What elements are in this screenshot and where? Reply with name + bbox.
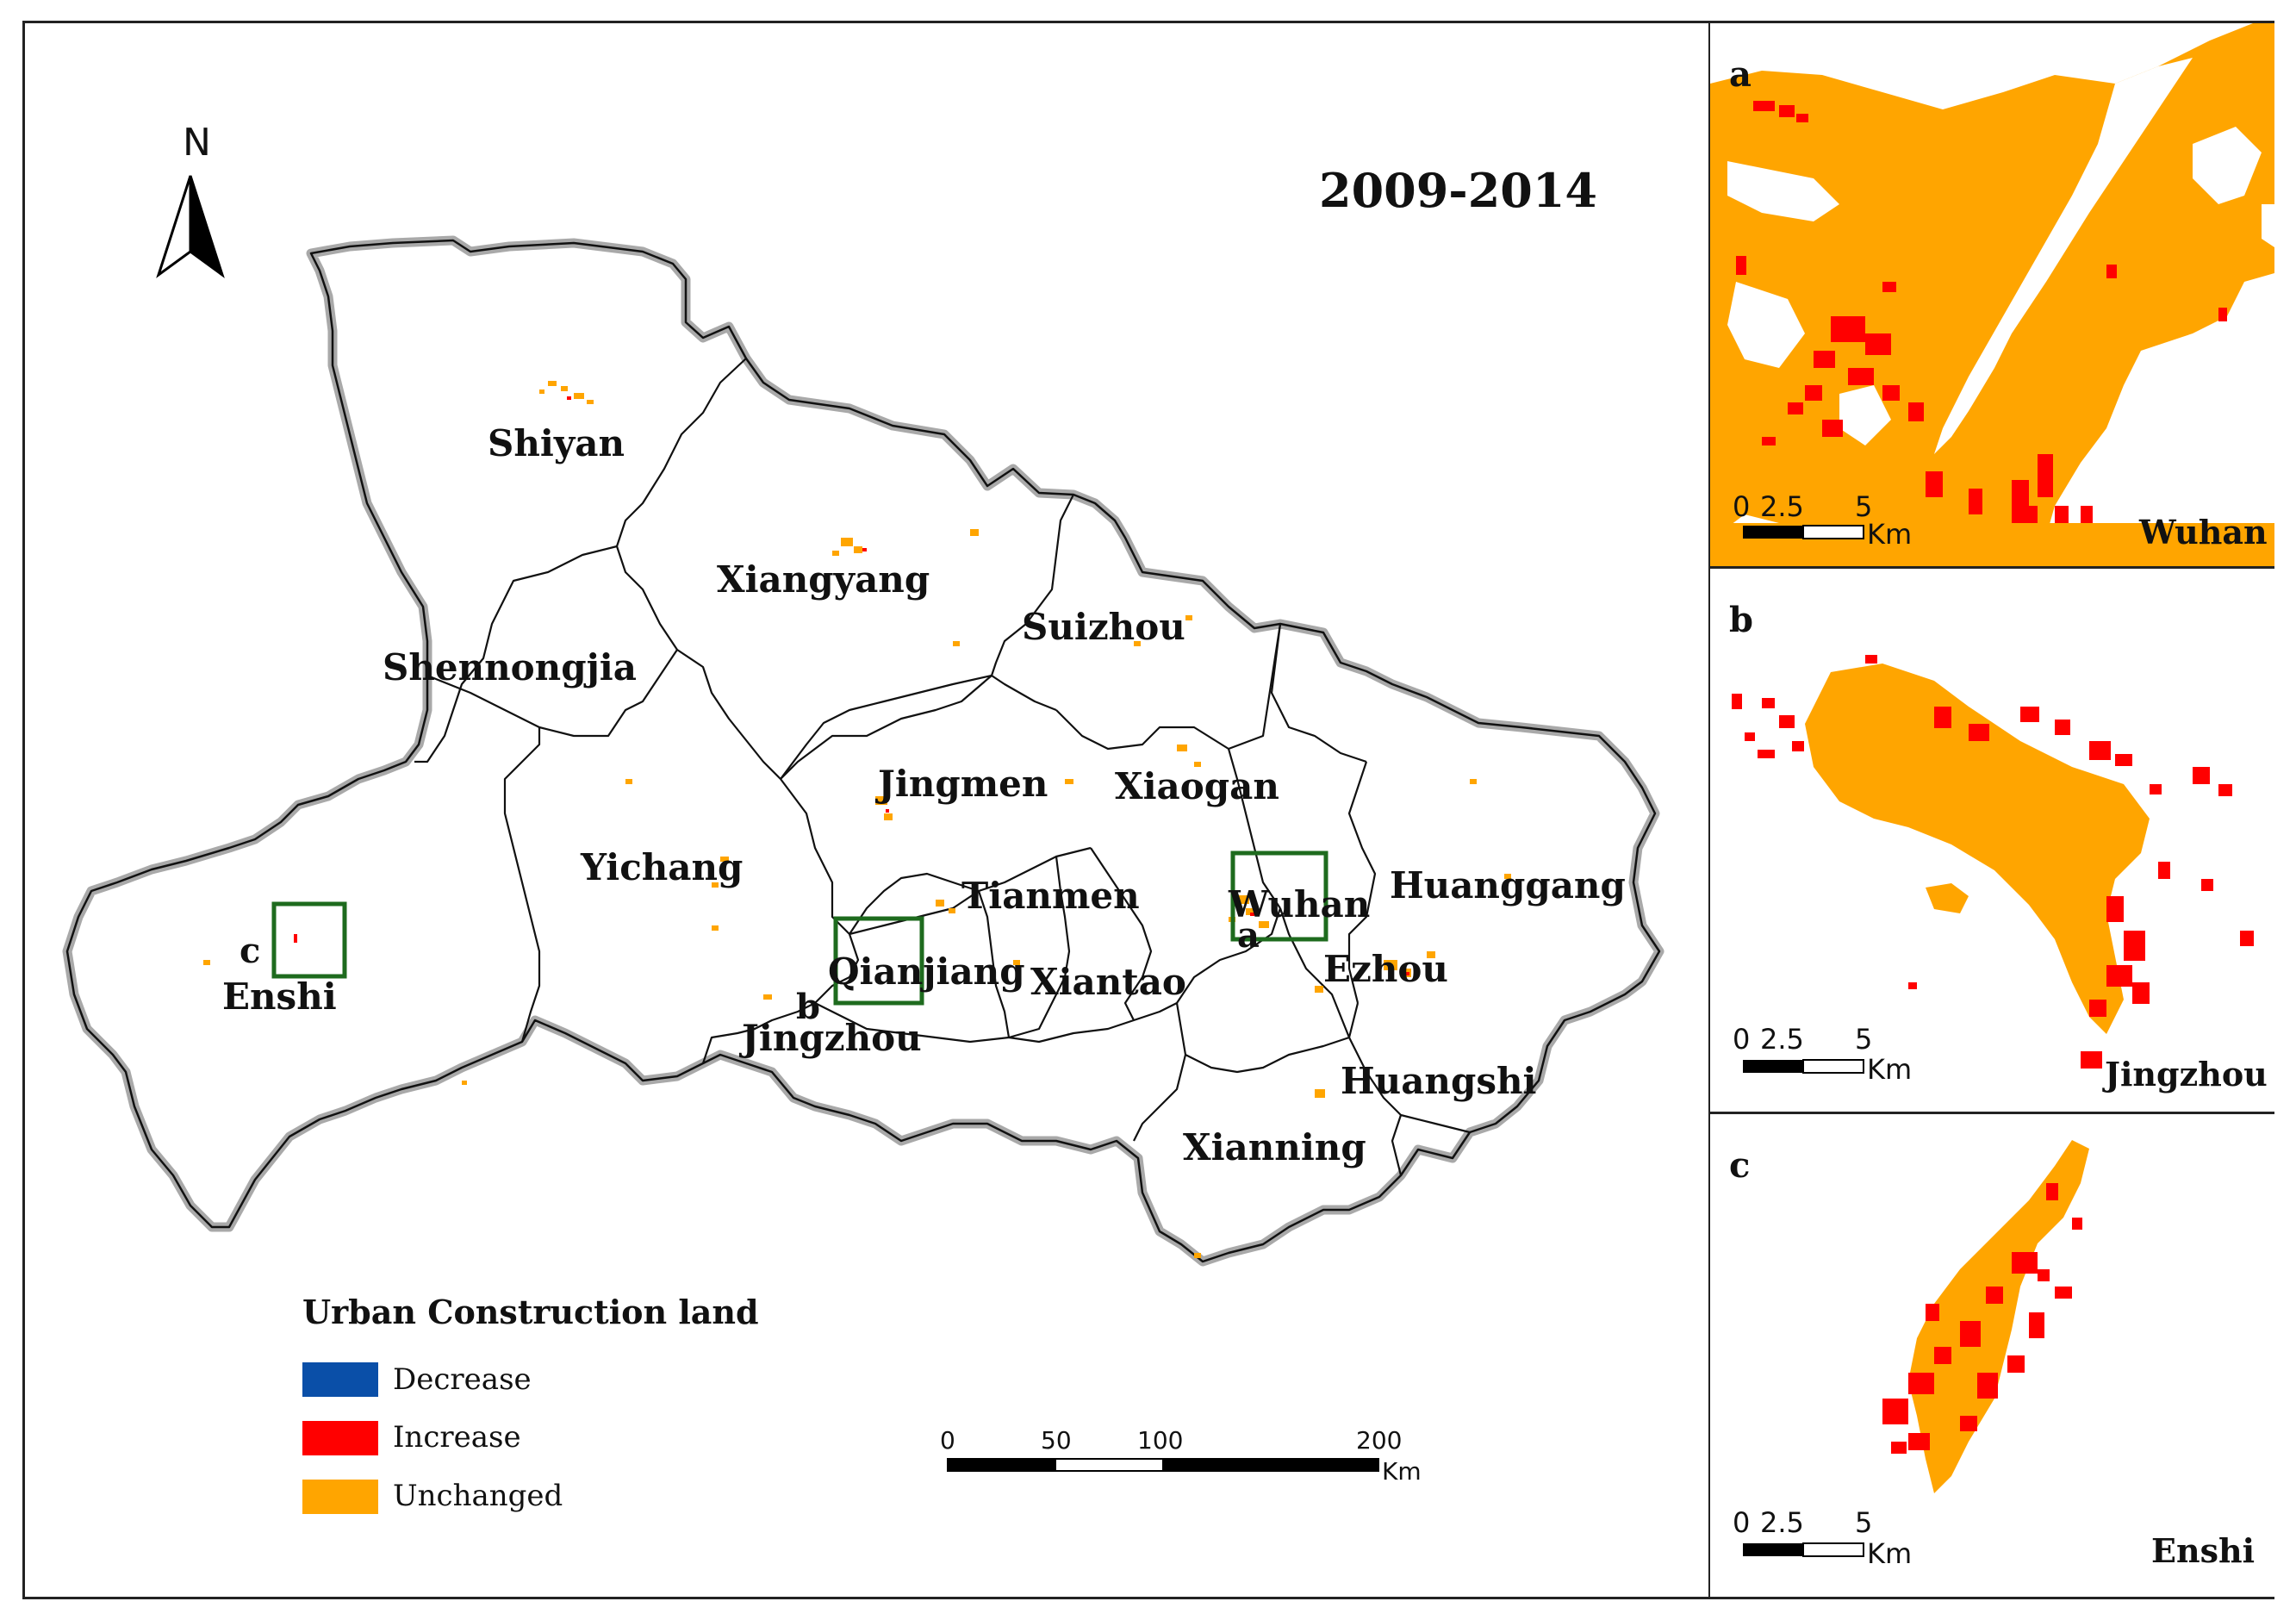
inset-a-unit: Km: [1867, 518, 1913, 551]
scale-tick-0: 0: [940, 1426, 955, 1455]
inset-boxes: [271, 850, 1328, 1006]
inset-box-a: [1230, 850, 1328, 942]
legend-swatch-unchanged: [302, 1480, 378, 1514]
inset-b-tick-2p5: 2.5: [1760, 1023, 1804, 1056]
inset-a-tick-0: 0: [1733, 490, 1751, 523]
inset-panel-c: c 0 2.5 5 Km Enshi: [1710, 1114, 2274, 1597]
inset-box-c: [271, 901, 347, 979]
map-title: 2009-2014: [1319, 163, 1597, 218]
main-map: N 2009-2014 Shiyan Xiangyang Suizhou She…: [22, 21, 1711, 1599]
inset-a-letter: a: [1729, 54, 1752, 95]
inset-b-unit: Km: [1867, 1053, 1913, 1086]
inset-panel-b: b 0 2.5 5 Km Jingzhou: [1710, 569, 2274, 1112]
region-label-huangshi: Huangshi: [1341, 1060, 1537, 1102]
inset-marker-a: a: [1237, 915, 1260, 956]
legend-label-decrease: Decrease: [393, 1362, 532, 1397]
urban-patches: [203, 381, 1511, 1258]
inset-b-letter: b: [1729, 600, 1753, 640]
north-arrow-label: N: [183, 121, 211, 165]
inset-c-tick-5: 5: [1855, 1506, 1873, 1539]
inset-divider-ab: [1710, 566, 2274, 569]
inset-box-b: [833, 916, 924, 1006]
region-label-xiangyang: Xiangyang: [717, 558, 930, 601]
legend-title: Urban Construction land: [302, 1293, 759, 1331]
panel-divider-vertical: [1708, 21, 1711, 1599]
legend-label-increase: Increase: [393, 1420, 521, 1455]
legend-swatch-decrease: [302, 1362, 378, 1397]
inset-c-unit: Km: [1867, 1537, 1913, 1570]
region-label-yichang: Yichang: [581, 846, 744, 888]
inset-marker-c: c: [240, 931, 261, 971]
scale-unit: Km: [1382, 1457, 1422, 1486]
region-label-jingzhou: Jingzhou: [742, 1017, 922, 1059]
region-label-tianmen: Tianmen: [961, 875, 1140, 917]
inset-b-city: Jingzhou: [2105, 1055, 2268, 1094]
inset-a-tick-5: 5: [1855, 490, 1873, 523]
province-outline: [65, 239, 1661, 1263]
region-label-xiaogan: Xiaogan: [1115, 765, 1279, 807]
inset-divider-bc: [1710, 1112, 2274, 1114]
scale-bar: [947, 1458, 1379, 1472]
inset-c-letter: c: [1729, 1145, 1751, 1186]
region-label-xianning: Xianning: [1183, 1126, 1366, 1168]
inset-panel-a: a 0 2.5 5 Km Wuhan: [1710, 23, 2274, 566]
region-label-shiyan: Shiyan: [488, 422, 625, 464]
legend-label-unchanged: Unchanged: [393, 1479, 563, 1513]
region-label-qianjiang: Qianjiang: [828, 950, 1025, 993]
region-label-suizhou: Suizhou: [1022, 606, 1185, 648]
region-label-jingmen: Jingmen: [878, 763, 1048, 805]
inset-c-city: Enshi: [2151, 1531, 2256, 1570]
inset-c-tick-0: 0: [1733, 1506, 1751, 1539]
region-label-shennongjia: Shennongjia: [383, 646, 637, 688]
inset-a-map: [1710, 23, 2274, 566]
region-label-wuhan: Wuhan: [1229, 883, 1371, 925]
prefecture-boundaries: [414, 358, 1471, 1176]
scale-tick-50: 50: [1041, 1426, 1072, 1455]
region-label-huanggang: Huanggang: [1390, 864, 1626, 907]
scale-tick-200: 200: [1356, 1426, 1403, 1455]
inset-a-city: Wuhan: [2139, 513, 2268, 551]
north-arrow-icon: [156, 175, 225, 278]
inset-b-tick-0: 0: [1733, 1023, 1751, 1056]
region-label-enshi: Enshi: [222, 975, 337, 1018]
province-outline-halo: [62, 235, 1664, 1267]
region-label-ezhou: Ezhou: [1323, 948, 1448, 990]
inset-b-tick-5: 5: [1855, 1023, 1873, 1056]
inset-marker-b: b: [796, 987, 820, 1027]
scale-tick-100: 100: [1137, 1426, 1184, 1455]
legend-swatch-increase: [302, 1421, 378, 1455]
inset-a-tick-2p5: 2.5: [1760, 490, 1804, 523]
region-label-xiantao: Xiantao: [1030, 961, 1186, 1003]
inset-c-map: [1743, 1140, 2089, 1557]
inset-b-map: [1732, 655, 2254, 1074]
province-map-svg: [62, 175, 1664, 1472]
inset-c-tick-2p5: 2.5: [1760, 1506, 1804, 1539]
